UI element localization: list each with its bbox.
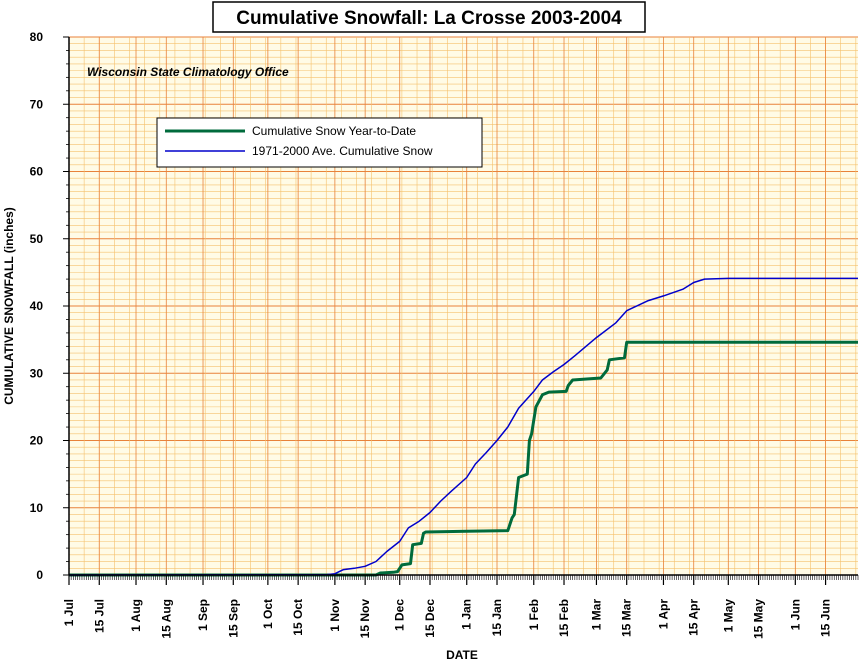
series-layer — [68, 277, 858, 577]
chart-title: Cumulative Snowfall: La Crosse 2003-2004 — [236, 8, 622, 29]
series-line-average — [68, 277, 858, 576]
x-tick-label: 15 Nov — [358, 599, 372, 639]
x-tick-label: 1 Mar — [589, 599, 603, 631]
y-tick-label: 30 — [30, 366, 44, 380]
x-tick-label: 1 Jan — [460, 599, 474, 630]
y-tick-label: 80 — [30, 30, 44, 44]
y-tick-label: 60 — [30, 165, 44, 179]
y-tick-label: 10 — [30, 501, 44, 515]
x-tick-label: 1 Nov — [328, 599, 342, 632]
legend-label-average: 1971-2000 Ave. Cumulative Snow — [252, 144, 433, 158]
y-axis-ticks: 0 10 20 30 40 50 60 70 80 — [30, 30, 69, 582]
x-axis-label: DATE — [446, 648, 478, 662]
legend-box — [156, 117, 483, 168]
source-annotation: Wisconsin State Climatology Office — [87, 65, 289, 79]
x-tick-label: 1 Apr — [657, 599, 671, 630]
x-tick-label: 1 Jul — [62, 599, 76, 626]
y-tick-label: 40 — [30, 299, 44, 313]
x-tick-label: 15 Jan — [490, 599, 504, 636]
x-axis-ticks: 1 Jul 15 Jul 1 Aug 15 Aug 1 Sep 15 Sep 1 Oct 15… — [62, 575, 859, 639]
x-tick-label: 1 Sep — [196, 599, 210, 631]
x-tick-label: 15 Aug — [159, 599, 173, 639]
x-tick-label: 15 Jun — [819, 599, 833, 637]
chart-title-box — [212, 1, 646, 33]
series-line-year-to-date — [69, 340, 858, 577]
x-tick-label: 1 Jun — [788, 599, 802, 630]
x-tick-label: 1 Dec — [393, 599, 407, 631]
legend: Cumulative Snow Year-to-Date 1971-2000 A… — [156, 117, 483, 168]
x-tick-label: 1 Aug — [129, 599, 143, 632]
x-tick-label: 15 Feb — [557, 599, 571, 637]
x-tick-label: 1 Oct — [261, 599, 275, 629]
x-tick-label: 15 Apr — [687, 599, 701, 636]
y-tick-label: 20 — [30, 434, 44, 448]
y-axis-label: CUMULATIVE SNOWFALL (inches) — [2, 207, 16, 405]
x-tick-label: 15 Sep — [226, 599, 240, 638]
x-tick-label: 15 Dec — [423, 599, 437, 638]
y-tick-label: 70 — [30, 97, 44, 111]
x-tick-label: 15 Mar — [620, 599, 634, 637]
x-tick-label: 15 May — [752, 599, 766, 639]
y-tick-label: 50 — [30, 232, 44, 246]
legend-label-year-to-date: Cumulative Snow Year-to-Date — [252, 124, 416, 138]
x-tick-label: 15 Jul — [92, 599, 106, 633]
x-tick-label: 1 May — [721, 599, 735, 633]
x-tick-label: 15 Oct — [291, 599, 305, 636]
y-tick-label: 0 — [36, 568, 43, 582]
x-tick-label: 1 Feb — [527, 599, 541, 630]
